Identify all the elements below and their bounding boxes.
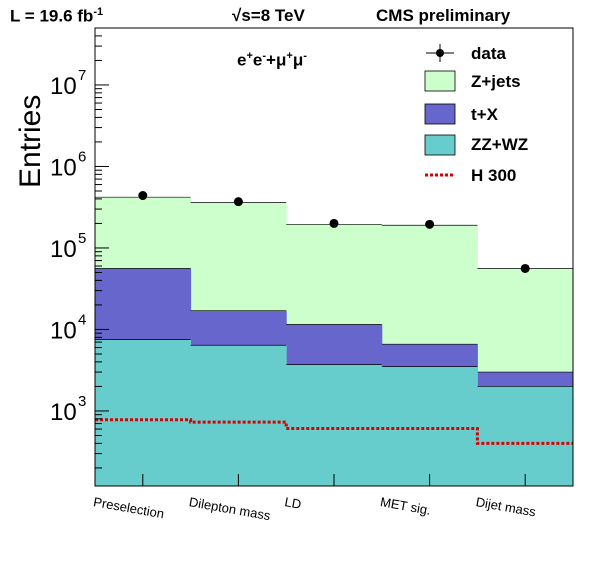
legend-label-data: data xyxy=(471,44,507,63)
x-tick-label-1: Dilepton mass xyxy=(188,494,272,523)
data-point-3 xyxy=(425,220,434,229)
y-tick-label-3: 10 xyxy=(50,154,77,181)
y-axis-label: Entries xyxy=(14,118,48,188)
bar-zz-wz-4 xyxy=(477,386,573,486)
y-tick-exponent-4: 7 xyxy=(78,67,86,84)
legend: data Z+jets t+X ZZ+WZ H 300 xyxy=(425,44,528,185)
lumi-label: L = 19.6 fb-1 xyxy=(10,6,103,27)
x-tick-label-0: Preselection xyxy=(92,494,165,521)
legend-swatch-zjets xyxy=(425,71,455,91)
bar-zz-wz-1 xyxy=(191,345,287,486)
bar-zz-wz-2 xyxy=(286,365,382,486)
y-tick-label-1: 10 xyxy=(50,317,77,344)
channel-label: e+e-+μ+μ- xyxy=(237,50,307,71)
legend-swatch-zzwz xyxy=(425,135,455,155)
y-tick-label-2: 10 xyxy=(50,236,77,263)
y-tick-label-0: 10 xyxy=(50,399,77,426)
y-tick-exponent-2: 5 xyxy=(78,230,86,247)
experiment-label: CMS preliminary xyxy=(376,6,510,26)
y-tick-exponent-1: 4 xyxy=(78,311,86,328)
x-tick-label-4: Dijet mass xyxy=(475,494,538,519)
legend-label-signal: H 300 xyxy=(471,166,516,185)
legend-swatch-tx xyxy=(425,104,455,124)
bar-zz-wz-0 xyxy=(95,340,191,486)
y-tick-label-4: 10 xyxy=(50,73,77,100)
legend-data-marker xyxy=(436,49,444,57)
x-tick-label-2: LD xyxy=(283,494,302,512)
x-tick-label-3: MET sig. xyxy=(379,494,432,518)
energy-label: √s=8 TeV xyxy=(232,6,305,26)
data-point-4 xyxy=(521,264,530,273)
data-point-0 xyxy=(138,191,147,200)
legend-label-zjets: Z+jets xyxy=(471,72,521,91)
y-tick-exponent-0: 3 xyxy=(78,393,86,410)
legend-label-zzwz: ZZ+WZ xyxy=(471,135,528,154)
data-point-1 xyxy=(234,197,243,206)
legend-label-tx: t+X xyxy=(471,105,499,124)
bar-zz-wz-3 xyxy=(382,367,478,486)
y-tick-exponent-3: 6 xyxy=(78,148,86,165)
data-point-2 xyxy=(330,219,339,228)
